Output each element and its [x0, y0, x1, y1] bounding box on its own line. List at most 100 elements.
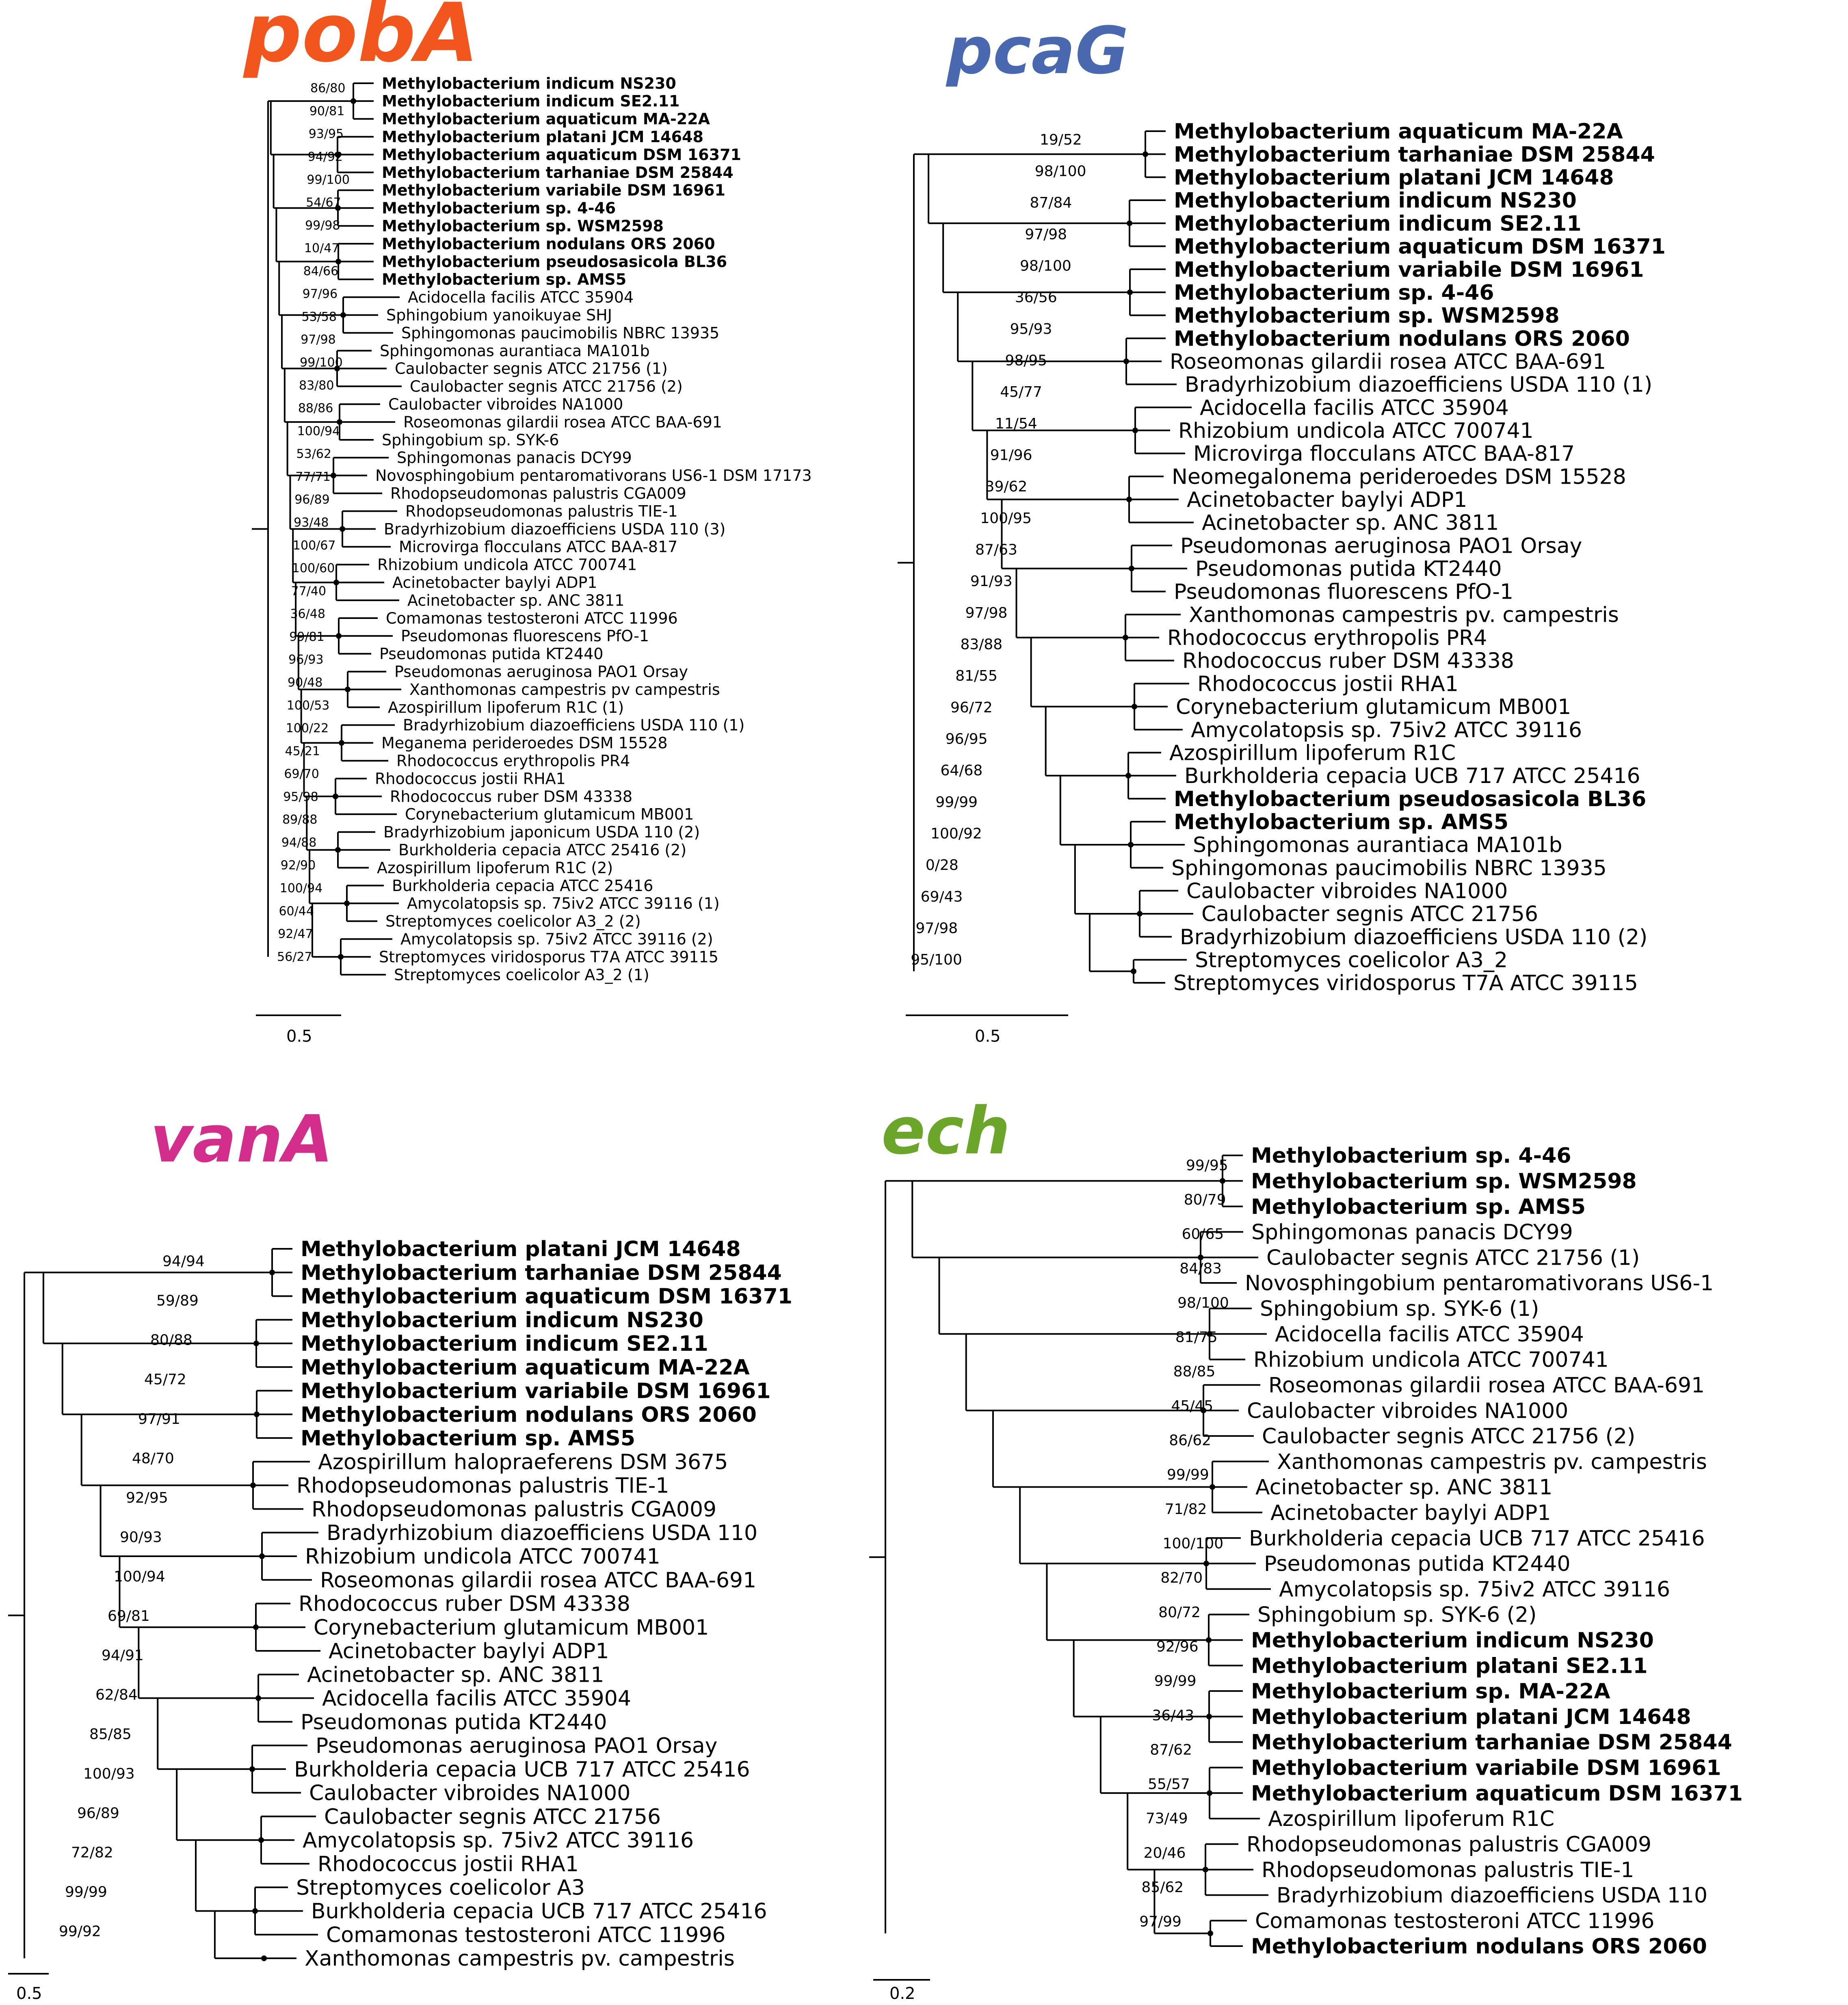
leaf-label: Burkholderia cepacia ATCC 25416: [392, 877, 653, 895]
leaf-label: Methylobacterium sp. AMS5: [1174, 810, 1508, 834]
support-value: 77/40: [291, 584, 326, 598]
leaf-label: Methylobacterium aquaticum DSM 16371: [1251, 1781, 1743, 1806]
support-value: 99/95: [1186, 1157, 1228, 1174]
leaf-label: Burkholderia cepacia UCB 717 ATCC 25416: [1184, 764, 1640, 788]
leaf-label: Rhodopseudomonas palustris CGA009: [1246, 1832, 1651, 1857]
panel-ech: ech Methylobacterium sp. 4-46Methylobacte…: [869, 1093, 1743, 2003]
support-value: 80/88: [150, 1332, 193, 1349]
leaf-label: Streptomyces coelicolor A3: [296, 1876, 585, 1900]
leaf-label: Rhodococcus erythropolis PR4: [396, 752, 630, 770]
leaf-label: Methylobacterium platani JCM 14648: [301, 1237, 741, 1261]
support-value: 91/93: [970, 573, 1013, 590]
leaf-label: Burkholderia cepacia UCB 717 ATCC 25416: [1249, 1526, 1705, 1551]
leaf-label: Rhodopseudomonas palustris CGA009: [390, 484, 686, 502]
leaf-label: Methylobacterium aquaticum MA-22A: [1174, 119, 1623, 144]
leaf-label: Methylobacterium sp. AMS5: [382, 270, 626, 288]
support-value: 94/88: [281, 835, 316, 850]
leaf-label: Sphingobium sp. SYK-6 (1): [1260, 1297, 1539, 1321]
support-value: 86/62: [1169, 1432, 1211, 1449]
support-value: 96/93: [288, 653, 323, 667]
leaf-label: Acinetobacter baylyi ADP1: [1270, 1501, 1551, 1525]
support-value: 88/86: [298, 401, 333, 415]
leaf-label: Methylobacterium sp. WSM2598: [1251, 1169, 1637, 1194]
support-value: 87/84: [1030, 195, 1072, 211]
support-value: 11/54: [995, 415, 1037, 432]
leaf-label: Corynebacterium glutamicum MB001: [1176, 695, 1571, 719]
leaf-label: Streptomyces coelicolor A3_2: [1195, 948, 1508, 973]
support-value: 60/65: [1182, 1226, 1224, 1243]
support-value: 54/67: [306, 196, 341, 210]
leaf-label: Microvirga flocculans ATCC BAA-817: [399, 538, 677, 556]
support-value: 98/100: [1035, 163, 1086, 180]
support-value: 69/43: [921, 889, 963, 905]
leaf-label: Methylobacterium platani JCM 14648: [382, 128, 703, 146]
support-value: 96/89: [77, 1805, 119, 1821]
support-value: 62/84: [95, 1687, 138, 1703]
support-value: 99/99: [65, 1884, 107, 1900]
leaf-label: Acinetobacter sp. ANC 3811: [1255, 1475, 1552, 1500]
support-value: 36/43: [1152, 1707, 1194, 1724]
support-value: 99/99: [1167, 1466, 1209, 1483]
support-value: 88/85: [1173, 1363, 1216, 1380]
leaf-label: Pseudomonas putida KT2440: [379, 645, 603, 663]
leaf-label: Acinetobacter sp. ANC 3811: [1202, 511, 1499, 535]
leaf-label: Methylobacterium sp. 4-46: [1251, 1144, 1571, 1168]
support-value: 92/95: [126, 1490, 168, 1506]
leaf-label: Methylobacterium sp. 4-46: [1174, 281, 1494, 305]
support-value: 39/62: [985, 478, 1028, 495]
leaf-label: Acidocella facilis ATCC 35904: [322, 1687, 631, 1711]
support-value: 96/89: [294, 493, 329, 507]
support-value: 92/47: [278, 927, 313, 941]
support-value: 83/88: [960, 636, 1002, 653]
support-value: 36/48: [290, 607, 325, 621]
leaf-label: Acidocella facilis ATCC 35904: [1200, 396, 1509, 420]
leaf-label: Acinetobacter sp. ANC 3811: [307, 1663, 604, 1687]
support-value: 99/98: [305, 218, 340, 233]
support-value: 56/27: [277, 950, 312, 964]
support-value: 94/94: [162, 1253, 205, 1270]
leaf-label: Methylobacterium indicum NS230: [1251, 1629, 1654, 1653]
leaf-label: Sphingomonas panacis DCY99: [397, 449, 632, 467]
leaf-label: Methylobacterium aquaticum DSM 16371: [301, 1285, 792, 1309]
leaf-label: Azospirillum lipoferum R1C: [1268, 1807, 1554, 1831]
leaf-label: Roseomonas gilardii rosea ATCC BAA-691: [320, 1568, 756, 1592]
leaf-label: Methylobacterium indicum SE2.11: [1174, 212, 1582, 236]
support-value: 97/91: [138, 1411, 180, 1428]
leaf-label: Methylobacterium aquaticum DSM 16371: [382, 146, 741, 164]
leaf-label: Methylobacterium variabile DSM 16961: [301, 1379, 771, 1404]
support-value: 92/90: [281, 859, 316, 873]
support-value: 82/70: [1160, 1570, 1203, 1586]
leaf-label: Methylobacterium nodulans ORS 2060: [1174, 327, 1630, 351]
leaf-label: Methylobacterium nodulans ORS 2060: [382, 235, 715, 253]
support-value: 90/81: [309, 104, 344, 118]
leaf-label: Bradyrhizobium diazoefficiens USDA 110 (…: [1180, 925, 1647, 950]
leaf-label: Bradyrhizobium diazoefficiens USDA 110: [1277, 1884, 1707, 1908]
scale-label: 0.5: [286, 1027, 312, 1046]
leaf-label: Bradyrhizobium diazoefficiens USDA 110 (…: [384, 520, 725, 538]
leaf-label: Methylobacterium pseudosasicola BL36: [382, 253, 727, 270]
leaf-label: Sphingomonas aurantiaca MA101b: [1193, 833, 1562, 857]
leaf-label: Streptomyces viridosporus T7A ATCC 39115: [1173, 971, 1638, 995]
leaf-label: Methylobacterium indicum SE2.11: [301, 1332, 708, 1356]
leaf-label: Rhizobium undicola ATCC 700741: [1178, 419, 1534, 443]
leaf-label: Rhodopseudomonas palustris TIE-1: [405, 502, 678, 520]
leaf-label: Amycolatopsis sp. 75iv2 ATCC 39116: [1191, 718, 1582, 742]
support-value: 80/79: [1184, 1192, 1226, 1208]
leaf-label: Acinetobacter baylyi ADP1: [329, 1639, 609, 1663]
leaf-label: Caulobacter vibroides NA1000: [309, 1781, 630, 1806]
leaf-label: Pseudomonas putida KT2440: [1264, 1552, 1571, 1576]
support-value: 10/47: [304, 241, 339, 255]
leaf-label: Methylobacterium tarhaniae DSM 25844: [301, 1261, 782, 1285]
leaf-label: Xanthomonas campestris pv. campestris: [1277, 1450, 1707, 1474]
leaf-label: Rhodococcus ruber DSM 43338: [390, 787, 632, 805]
support-value: 98/100: [1177, 1295, 1229, 1311]
leaf-label: Caulobacter vibroides NA1000: [1247, 1399, 1568, 1423]
leaf-label: Methylobacterium tarhaniae DSM 25844: [382, 164, 734, 182]
support-value: 100/67: [293, 539, 336, 553]
support-value: 99/92: [59, 1923, 101, 1940]
support-value: 93/48: [294, 516, 329, 530]
leaf-label: Methylobacterium aquaticum MA-22A: [301, 1355, 750, 1380]
leaf-label: Methylobacterium indicum SE2.11: [382, 92, 679, 110]
